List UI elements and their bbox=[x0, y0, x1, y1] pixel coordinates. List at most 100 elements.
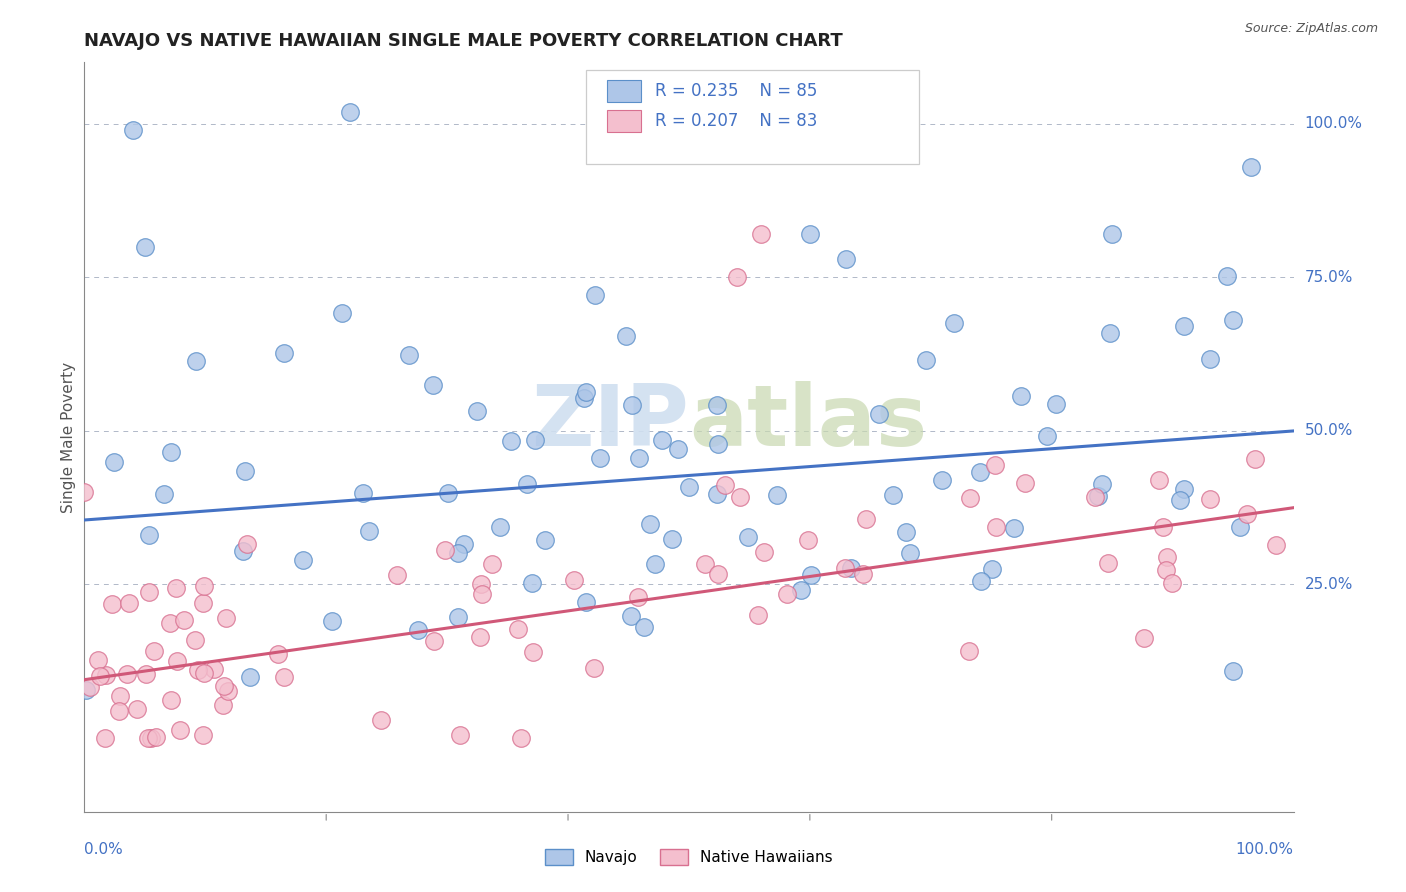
Point bbox=[214, 679, 236, 693]
Point bbox=[398, 348, 420, 362]
Point bbox=[1161, 576, 1184, 591]
Point bbox=[470, 577, 492, 591]
Point bbox=[153, 487, 176, 501]
Point bbox=[481, 558, 503, 572]
Point bbox=[1084, 491, 1107, 505]
Point bbox=[73, 485, 96, 500]
Point bbox=[108, 689, 131, 703]
Point bbox=[291, 552, 314, 566]
Point bbox=[86, 653, 108, 667]
Point bbox=[627, 590, 650, 604]
Point bbox=[628, 450, 651, 465]
Point bbox=[725, 270, 748, 285]
Point bbox=[984, 458, 1007, 472]
Point bbox=[707, 437, 730, 451]
Point bbox=[1236, 507, 1258, 521]
Point bbox=[522, 576, 544, 591]
Point bbox=[714, 478, 737, 492]
Point bbox=[868, 407, 890, 421]
Text: 75.0%: 75.0% bbox=[1305, 270, 1353, 285]
Point bbox=[118, 596, 141, 610]
Point bbox=[433, 542, 456, 557]
Point bbox=[235, 464, 257, 478]
Point bbox=[339, 104, 361, 119]
Point bbox=[1002, 521, 1025, 535]
Point bbox=[232, 544, 254, 558]
Point bbox=[730, 490, 752, 504]
Point bbox=[1156, 550, 1178, 565]
Point bbox=[357, 524, 380, 538]
Point bbox=[852, 567, 875, 582]
Point bbox=[436, 486, 458, 500]
Point bbox=[267, 647, 290, 661]
Point bbox=[1097, 556, 1119, 570]
Point bbox=[166, 654, 188, 668]
Point bbox=[1222, 313, 1244, 327]
Point bbox=[385, 568, 408, 582]
Point bbox=[678, 480, 700, 494]
Point bbox=[1222, 664, 1244, 678]
Point bbox=[564, 573, 586, 587]
Point bbox=[943, 316, 966, 330]
Point bbox=[193, 665, 215, 680]
Point bbox=[159, 616, 181, 631]
Point bbox=[1240, 161, 1263, 175]
Point bbox=[747, 607, 769, 622]
Point bbox=[797, 533, 820, 547]
Point bbox=[422, 378, 444, 392]
Point bbox=[160, 444, 183, 458]
Point bbox=[1091, 477, 1114, 491]
Point bbox=[273, 346, 295, 360]
Point bbox=[193, 579, 215, 593]
Text: atlas: atlas bbox=[689, 381, 927, 464]
FancyBboxPatch shape bbox=[586, 70, 918, 163]
Text: R = 0.235    N = 85: R = 0.235 N = 85 bbox=[655, 82, 817, 100]
Point bbox=[273, 670, 295, 684]
Point bbox=[790, 583, 813, 598]
Y-axis label: Single Male Poverty: Single Male Poverty bbox=[60, 361, 76, 513]
Point bbox=[572, 391, 595, 405]
Point bbox=[160, 692, 183, 706]
Point bbox=[447, 546, 470, 560]
Point bbox=[1170, 492, 1192, 507]
Point bbox=[1216, 268, 1239, 283]
Point bbox=[352, 486, 374, 500]
Point bbox=[100, 597, 122, 611]
Point bbox=[136, 731, 159, 745]
Point bbox=[589, 451, 612, 466]
Point bbox=[125, 702, 148, 716]
Point bbox=[447, 609, 470, 624]
Point bbox=[752, 545, 775, 559]
Point bbox=[184, 354, 207, 368]
Point bbox=[169, 723, 191, 737]
Text: R = 0.207    N = 83: R = 0.207 N = 83 bbox=[655, 112, 817, 130]
Point bbox=[633, 620, 655, 634]
Point bbox=[638, 516, 661, 531]
Point bbox=[1199, 492, 1222, 507]
Point bbox=[103, 455, 125, 469]
Text: Source: ZipAtlas.com: Source: ZipAtlas.com bbox=[1244, 22, 1378, 36]
Point bbox=[1154, 563, 1177, 577]
Point bbox=[94, 668, 117, 682]
Point bbox=[488, 519, 510, 533]
Point bbox=[841, 561, 863, 575]
Point bbox=[614, 328, 637, 343]
Point bbox=[915, 353, 938, 368]
Point bbox=[236, 536, 259, 550]
Point bbox=[184, 632, 207, 647]
Point bbox=[1264, 538, 1286, 552]
Point bbox=[666, 442, 689, 457]
Point bbox=[138, 585, 160, 599]
Point bbox=[1087, 489, 1109, 503]
Point bbox=[165, 581, 187, 595]
Point bbox=[89, 669, 111, 683]
Point bbox=[583, 288, 606, 302]
Point bbox=[799, 227, 821, 242]
Point bbox=[332, 305, 354, 319]
Point bbox=[957, 644, 980, 658]
Point bbox=[108, 704, 131, 718]
Point bbox=[620, 398, 643, 412]
Legend: Navajo, Native Hawaiians: Navajo, Native Hawaiians bbox=[538, 843, 839, 871]
Point bbox=[693, 558, 716, 572]
Point bbox=[173, 613, 195, 627]
